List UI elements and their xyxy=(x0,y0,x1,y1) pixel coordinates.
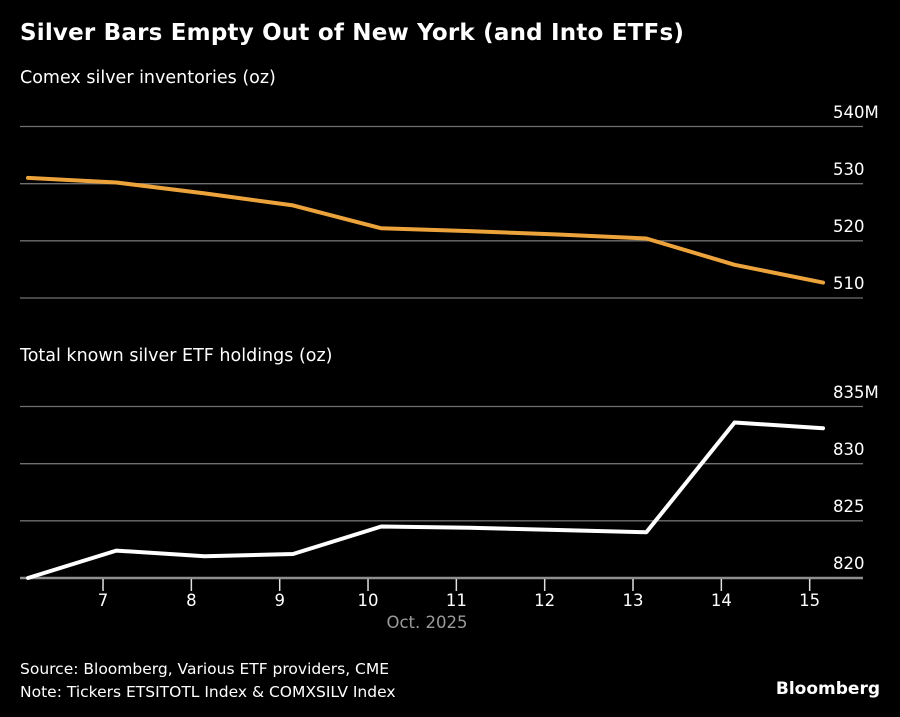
panel-title-comex: Comex silver inventories (oz) xyxy=(20,68,276,88)
y-tick-label: 830 xyxy=(833,439,865,459)
y-tick-label: 825 xyxy=(833,496,865,516)
x-tick-label: 14 xyxy=(710,591,732,610)
x-tick-label: 7 xyxy=(97,591,109,610)
y-tick-label: 510 xyxy=(833,274,865,293)
x-tick-label: 10 xyxy=(357,591,379,610)
y-tick-label: 835M xyxy=(833,382,879,402)
y-tick-label: 520 xyxy=(833,216,865,236)
y-tick-label: 530 xyxy=(833,159,865,179)
series-line-etf xyxy=(26,420,825,580)
y-tick-label: 540M xyxy=(833,102,879,122)
note-text: Note: Tickers ETSITOTL Index & COMXSILV … xyxy=(20,683,396,701)
series-line-comex xyxy=(26,175,825,285)
y-tick-label: 820 xyxy=(833,554,865,573)
chart-title: Silver Bars Empty Out of New York (and I… xyxy=(20,20,685,46)
x-tick-label: 12 xyxy=(534,591,556,610)
x-tick-label: 11 xyxy=(445,591,467,610)
x-axis-month-label: Oct. 2025 xyxy=(386,613,468,632)
source-text: Source: Bloomberg, Various ETF providers… xyxy=(20,660,390,678)
x-tick-label: 15 xyxy=(799,591,821,610)
x-tick-label: 13 xyxy=(622,591,644,610)
x-tick-label: 8 xyxy=(186,591,197,610)
x-tick-label: 9 xyxy=(274,591,285,610)
panel-title-etf: Total known silver ETF holdings (oz) xyxy=(20,346,333,366)
bloomberg-logo: Bloomberg xyxy=(775,679,880,699)
